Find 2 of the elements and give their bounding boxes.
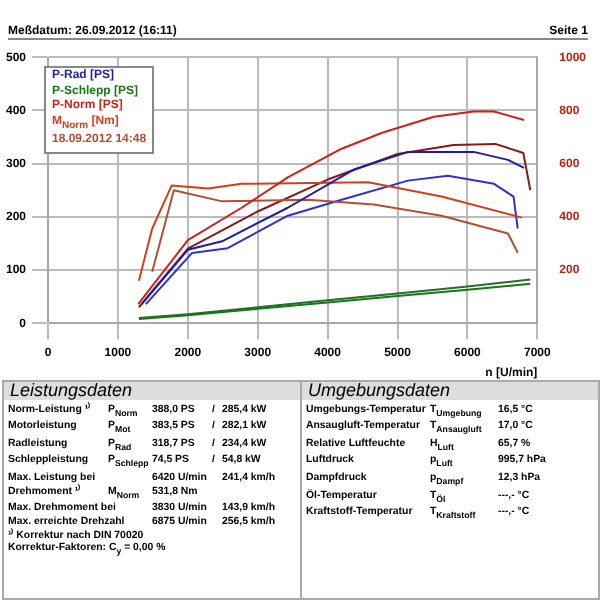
text: Umgebungsdaten (302, 380, 598, 400)
text: Leistungsdaten (4, 380, 300, 400)
